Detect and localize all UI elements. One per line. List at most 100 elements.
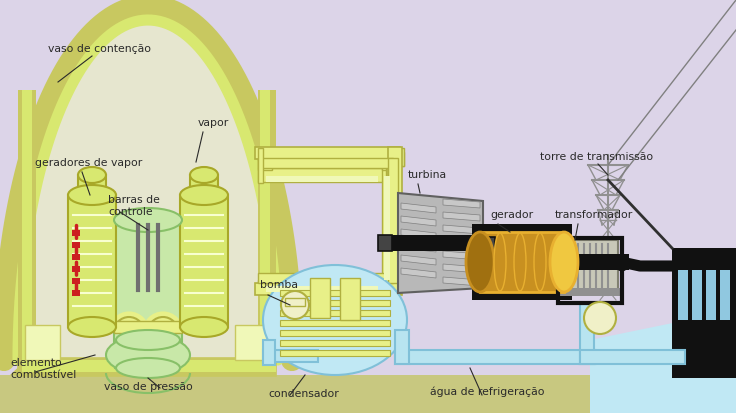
Ellipse shape [190, 167, 218, 183]
Polygon shape [443, 264, 480, 273]
Bar [706, 270, 716, 320]
Bar [378, 235, 498, 251]
Bar [472, 237, 484, 249]
Bar [266, 176, 378, 182]
Bar [258, 90, 276, 362]
Ellipse shape [68, 185, 116, 205]
Bar [558, 257, 564, 267]
Bar [258, 148, 396, 160]
Text: turbina: turbina [408, 170, 447, 180]
Ellipse shape [534, 233, 546, 291]
Bar [580, 350, 685, 364]
Bar [255, 283, 400, 295]
Ellipse shape [466, 232, 494, 292]
Ellipse shape [78, 167, 106, 183]
Bar [280, 300, 390, 306]
Bar [255, 147, 400, 159]
Bar [114, 321, 182, 333]
Ellipse shape [106, 335, 190, 375]
Bar [263, 350, 318, 362]
Bar [18, 90, 36, 362]
Bar [386, 148, 396, 186]
Bar [72, 242, 80, 248]
Bar [78, 175, 106, 197]
Text: elemento
combustível: elemento combustível [10, 358, 77, 380]
Bar [235, 325, 270, 360]
Bar [382, 152, 396, 170]
Bar [480, 232, 564, 292]
Text: vaso de contenção: vaso de contenção [49, 44, 152, 54]
Polygon shape [443, 225, 480, 234]
Bar [340, 278, 360, 320]
Bar [68, 195, 116, 327]
Text: gerador: gerador [490, 210, 533, 220]
Bar [258, 280, 388, 294]
Ellipse shape [68, 317, 116, 337]
Bar [260, 90, 270, 362]
Bar [720, 270, 730, 320]
Bar [18, 358, 276, 376]
Polygon shape [10, 358, 275, 375]
Text: condensador: condensador [268, 389, 339, 399]
Text: água de refrigeração: água de refrigeração [430, 387, 545, 397]
Bar [558, 238, 622, 303]
Bar [22, 360, 276, 372]
Ellipse shape [180, 317, 228, 337]
Bar [472, 224, 572, 300]
Bar [580, 304, 594, 364]
Bar [388, 158, 398, 283]
Text: torre de transmissão: torre de transmissão [540, 152, 653, 162]
Bar [258, 273, 393, 283]
Bar [114, 220, 182, 355]
Bar [672, 248, 736, 378]
Polygon shape [401, 268, 436, 278]
Polygon shape [590, 310, 736, 413]
Bar [72, 254, 80, 260]
Bar [180, 195, 228, 327]
Bar [395, 330, 409, 364]
Bar [483, 237, 495, 249]
Bar [562, 240, 618, 292]
Text: vapor: vapor [198, 118, 229, 128]
Bar [384, 176, 390, 280]
Polygon shape [401, 255, 436, 265]
Bar [395, 350, 595, 364]
Bar [25, 325, 60, 360]
Bar [258, 158, 393, 168]
Text: transformador: transformador [555, 210, 633, 220]
Bar [559, 288, 621, 296]
Bar [72, 266, 80, 272]
Bar [72, 290, 80, 296]
Bar [382, 168, 396, 288]
Ellipse shape [494, 233, 506, 291]
Ellipse shape [180, 185, 228, 205]
Bar [388, 147, 402, 295]
Bar [280, 350, 390, 356]
Bar [263, 340, 275, 365]
Bar [378, 235, 392, 251]
Bar [258, 152, 272, 170]
Ellipse shape [550, 232, 578, 292]
Bar [280, 310, 390, 316]
Bar [115, 340, 180, 368]
Ellipse shape [116, 330, 180, 350]
Bar [258, 148, 263, 183]
Polygon shape [398, 193, 483, 293]
Bar [190, 175, 218, 197]
Bar [310, 278, 330, 318]
Polygon shape [401, 203, 436, 213]
Bar [280, 330, 390, 336]
Text: geradores de vapor: geradores de vapor [35, 158, 142, 168]
Bar [266, 286, 378, 292]
Ellipse shape [116, 358, 180, 378]
Polygon shape [401, 242, 436, 252]
Bar [280, 340, 390, 346]
Bar [280, 290, 390, 296]
Bar [72, 278, 80, 284]
Ellipse shape [514, 233, 526, 291]
Bar [564, 254, 629, 270]
Bar [280, 320, 390, 326]
Bar [285, 298, 305, 306]
Ellipse shape [263, 265, 407, 375]
Bar [258, 168, 388, 182]
